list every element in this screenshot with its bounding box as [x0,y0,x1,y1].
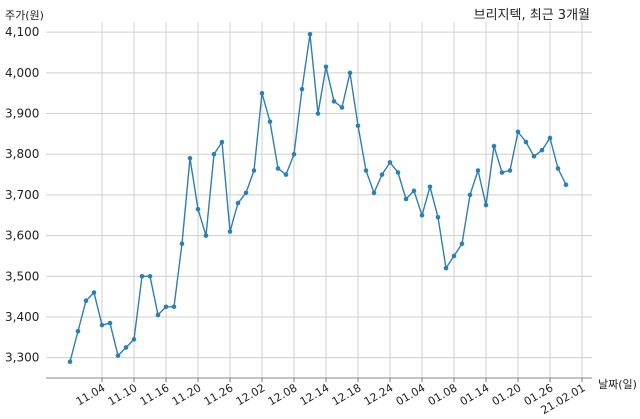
data-point [491,143,497,149]
data-point [171,304,177,310]
data-point [203,233,209,238]
x-tick-label: 12.02 [234,381,268,408]
data-point [243,190,249,196]
data-point [75,328,81,334]
y-tick-label: 3,400 [5,310,39,324]
data-point [235,200,241,206]
data-point [547,135,553,141]
x-tick-label: 01.20 [490,381,524,408]
x-tick-label: 01.04 [394,381,428,408]
data-point [475,168,481,173]
data-point [99,322,105,328]
data-point [459,241,465,247]
y-tick-label: 4,000 [5,66,39,80]
data-point [251,168,257,173]
data-point [347,70,353,76]
y-tick-label: 3,900 [5,107,39,121]
data-point [187,155,193,161]
data-point [499,170,505,175]
data-point [395,170,401,175]
y-tick-label: 3,700 [5,188,39,202]
x-tick-label: 11.16 [138,381,172,408]
x-tick-label: 01.08 [426,381,460,408]
y-tick-label: 3,300 [5,351,39,365]
data-point [419,212,425,218]
data-point [195,206,201,212]
data-point [523,139,529,145]
data-point [355,123,361,129]
data-point [107,320,113,326]
data-point [219,139,225,145]
x-tick-label: 11.10 [106,381,140,408]
data-point [139,273,145,279]
data-point [531,153,537,159]
y-axis-label: 주가(원) [5,9,44,22]
data-point [267,119,273,124]
x-tick-label: 11.04 [74,381,108,408]
data-point [307,31,313,37]
y-tick-label: 3,500 [5,269,39,283]
data-point [299,86,305,92]
data-point [163,304,169,310]
data-point [379,172,385,177]
data-point [211,151,217,157]
y-tick-label: 3,600 [5,229,39,243]
y-tick-label: 4,100 [5,25,39,39]
data-point [563,182,569,188]
data-point [227,229,233,234]
data-point [443,265,449,271]
data-point [427,184,433,190]
x-tick-label: 11.26 [202,381,236,408]
data-point [315,111,321,116]
x-tick-label: 12.08 [266,381,300,408]
data-point [147,273,153,279]
data-point [259,90,265,96]
data-point [411,188,417,194]
data-point [291,151,297,157]
data-point [387,160,393,165]
data-point [515,129,521,135]
x-tick-label: 12.18 [330,381,364,408]
data-point [363,168,369,173]
data-point [83,298,89,303]
data-point [467,192,473,198]
data-point [507,168,513,173]
data-point [539,147,545,153]
grid [46,22,592,378]
data-point [115,353,121,358]
data-point [331,99,337,104]
data-point [339,105,345,110]
series-line [69,33,567,362]
x-axis-label: 날짜(일) [598,377,637,391]
y-tick-label: 3,800 [5,147,39,161]
x-tick-label: 11.20 [170,381,204,408]
data-point [323,64,329,70]
chart-title: 브리지텍, 최근 3개월 [474,8,590,23]
x-tick-label: 01.14 [458,381,492,408]
series-price [67,31,569,365]
axes: 3,300 3,400 3,500 3,600 3,700 3,800 3,900 4,000… [5,25,592,417]
data-point [67,359,73,365]
data-point [155,312,161,318]
labels: 브리지텍, 최근 3개월 주가(원) 날짜(일) [5,8,637,391]
data-point [483,202,489,208]
x-tick-label: 12.24 [362,381,396,408]
data-point [435,214,441,220]
data-point [179,241,185,247]
data-point [123,345,129,350]
data-point [283,172,289,177]
data-point [275,166,281,171]
data-point [555,166,561,171]
data-point [371,190,377,196]
data-point [131,337,137,342]
data-point [451,253,457,259]
x-tick-label: 12.14 [298,381,332,408]
data-point [91,290,97,295]
data-point [403,196,409,202]
